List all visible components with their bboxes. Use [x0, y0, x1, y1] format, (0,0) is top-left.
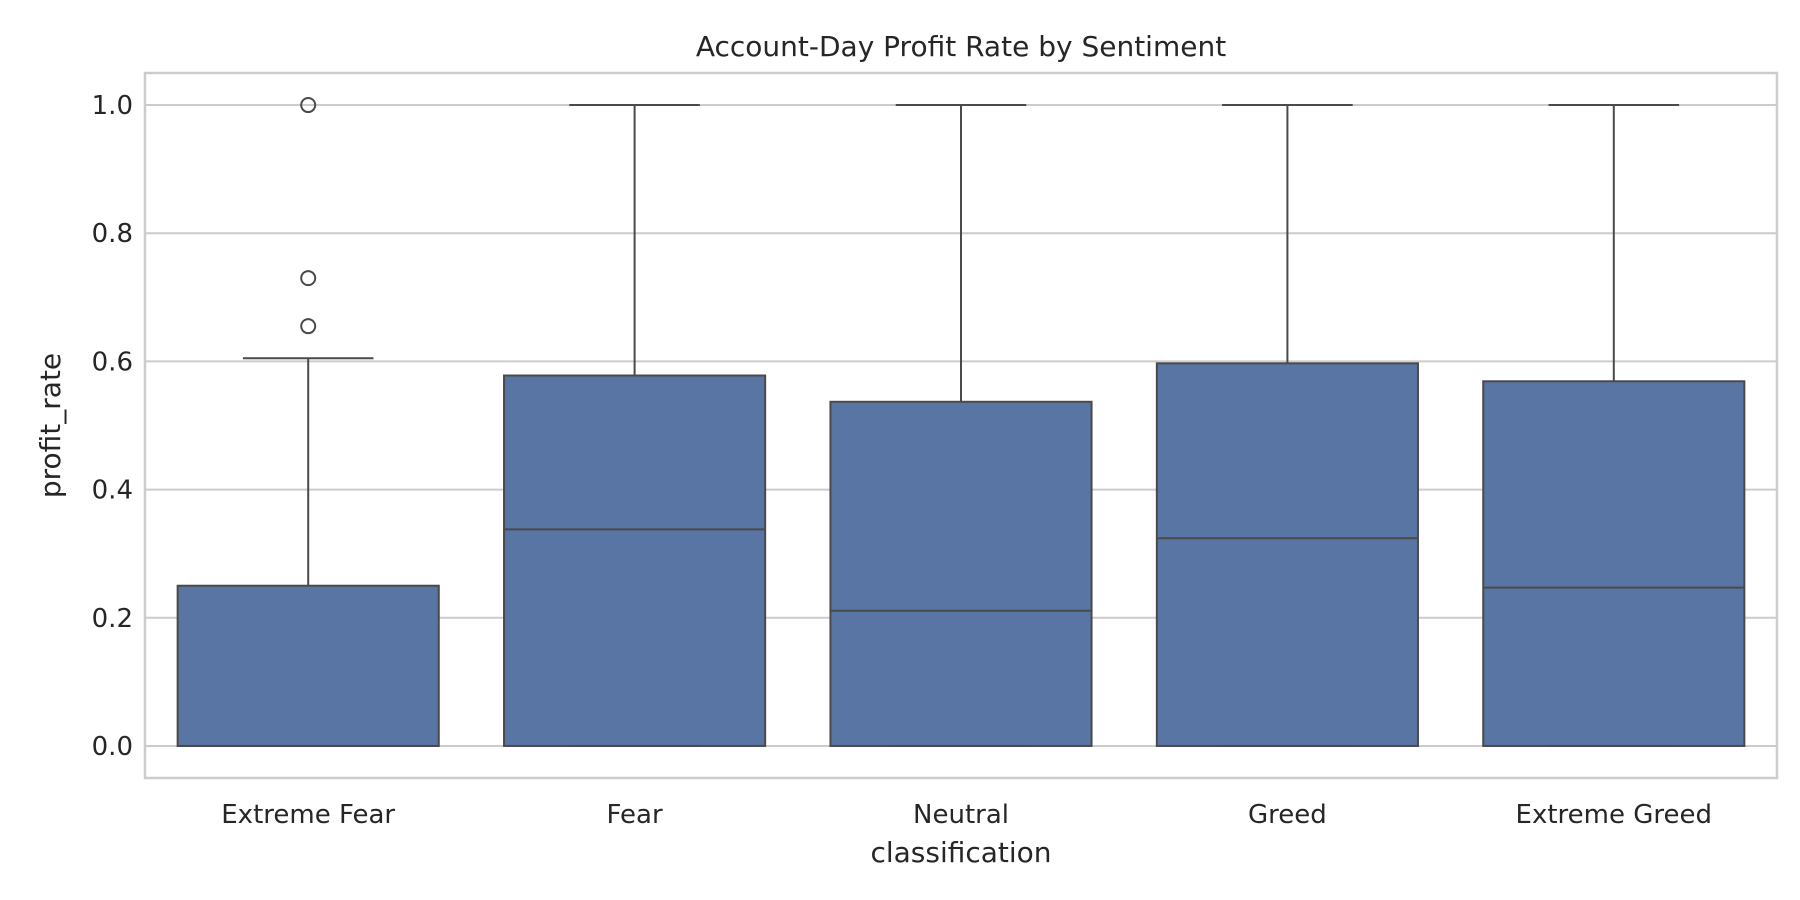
x-tick-label: Extreme Fear [221, 800, 395, 830]
box-iqr [829, 400, 1093, 747]
box-group [829, 104, 1093, 747]
y-tick-label: 0.0 [92, 732, 133, 762]
x-tick-labels: Extreme Fear Fear Neutral Greed Extreme Gree… [221, 800, 1712, 830]
box-series [176, 97, 1746, 747]
y-axis-label: profit_rate [34, 353, 67, 498]
y-tick-labels: 0.0 0.2 0.4 0.6 0.8 1.0 [92, 91, 133, 762]
y-tick-label: 1.0 [92, 91, 133, 121]
box-group [1482, 104, 1746, 747]
x-tick-label: Extreme Greed [1516, 800, 1712, 830]
box-group [503, 104, 767, 747]
chart-title: Account-Day Profit Rate by Sentiment [696, 30, 1226, 63]
y-tick-label: 0.8 [92, 219, 133, 249]
box-iqr [503, 374, 767, 747]
box-group [1155, 104, 1419, 747]
outlier-point [300, 318, 317, 335]
y-tick-label: 0.6 [92, 347, 133, 377]
x-axis-label: classification [870, 836, 1051, 869]
x-tick-label: Neutral [913, 800, 1009, 830]
box-iqr [176, 584, 440, 747]
y-tick-label: 0.4 [92, 476, 133, 506]
plot-frame [143, 71, 1779, 780]
outlier-point [300, 270, 317, 287]
outlier-point [300, 97, 317, 114]
box-group [176, 97, 440, 747]
y-tick-label: 0.2 [92, 604, 133, 634]
x-tick-label: Greed [1248, 800, 1327, 830]
box-iqr [1482, 380, 1746, 747]
box-iqr [1155, 362, 1419, 747]
x-tick-label: Fear [607, 800, 663, 830]
